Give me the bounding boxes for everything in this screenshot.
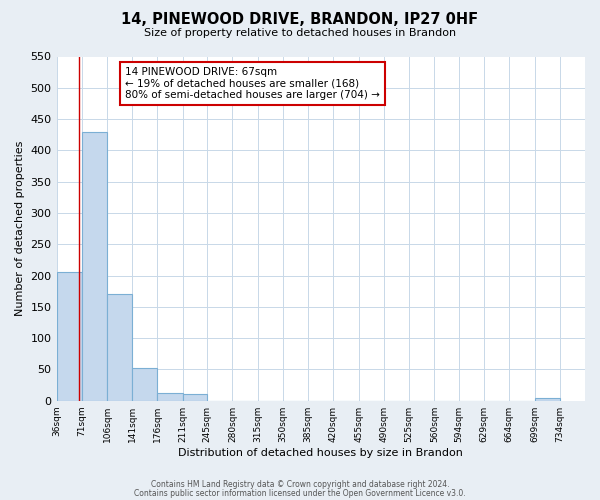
- Bar: [157, 392, 183, 400]
- X-axis label: Distribution of detached houses by size in Brandon: Distribution of detached houses by size …: [178, 448, 463, 458]
- Text: Contains HM Land Registry data © Crown copyright and database right 2024.: Contains HM Land Registry data © Crown c…: [151, 480, 449, 489]
- Y-axis label: Number of detached properties: Number of detached properties: [15, 141, 25, 316]
- Bar: [82, 132, 107, 400]
- Text: Size of property relative to detached houses in Brandon: Size of property relative to detached ho…: [144, 28, 456, 38]
- Text: Contains public sector information licensed under the Open Government Licence v3: Contains public sector information licen…: [134, 488, 466, 498]
- Bar: [132, 368, 157, 400]
- Text: 14, PINEWOOD DRIVE, BRANDON, IP27 0HF: 14, PINEWOOD DRIVE, BRANDON, IP27 0HF: [121, 12, 479, 28]
- Bar: [56, 272, 82, 400]
- Text: 14 PINEWOOD DRIVE: 67sqm
← 19% of detached houses are smaller (168)
80% of semi-: 14 PINEWOOD DRIVE: 67sqm ← 19% of detach…: [125, 67, 380, 100]
- Bar: [183, 394, 207, 400]
- Bar: [107, 294, 132, 401]
- Bar: [535, 398, 560, 400]
